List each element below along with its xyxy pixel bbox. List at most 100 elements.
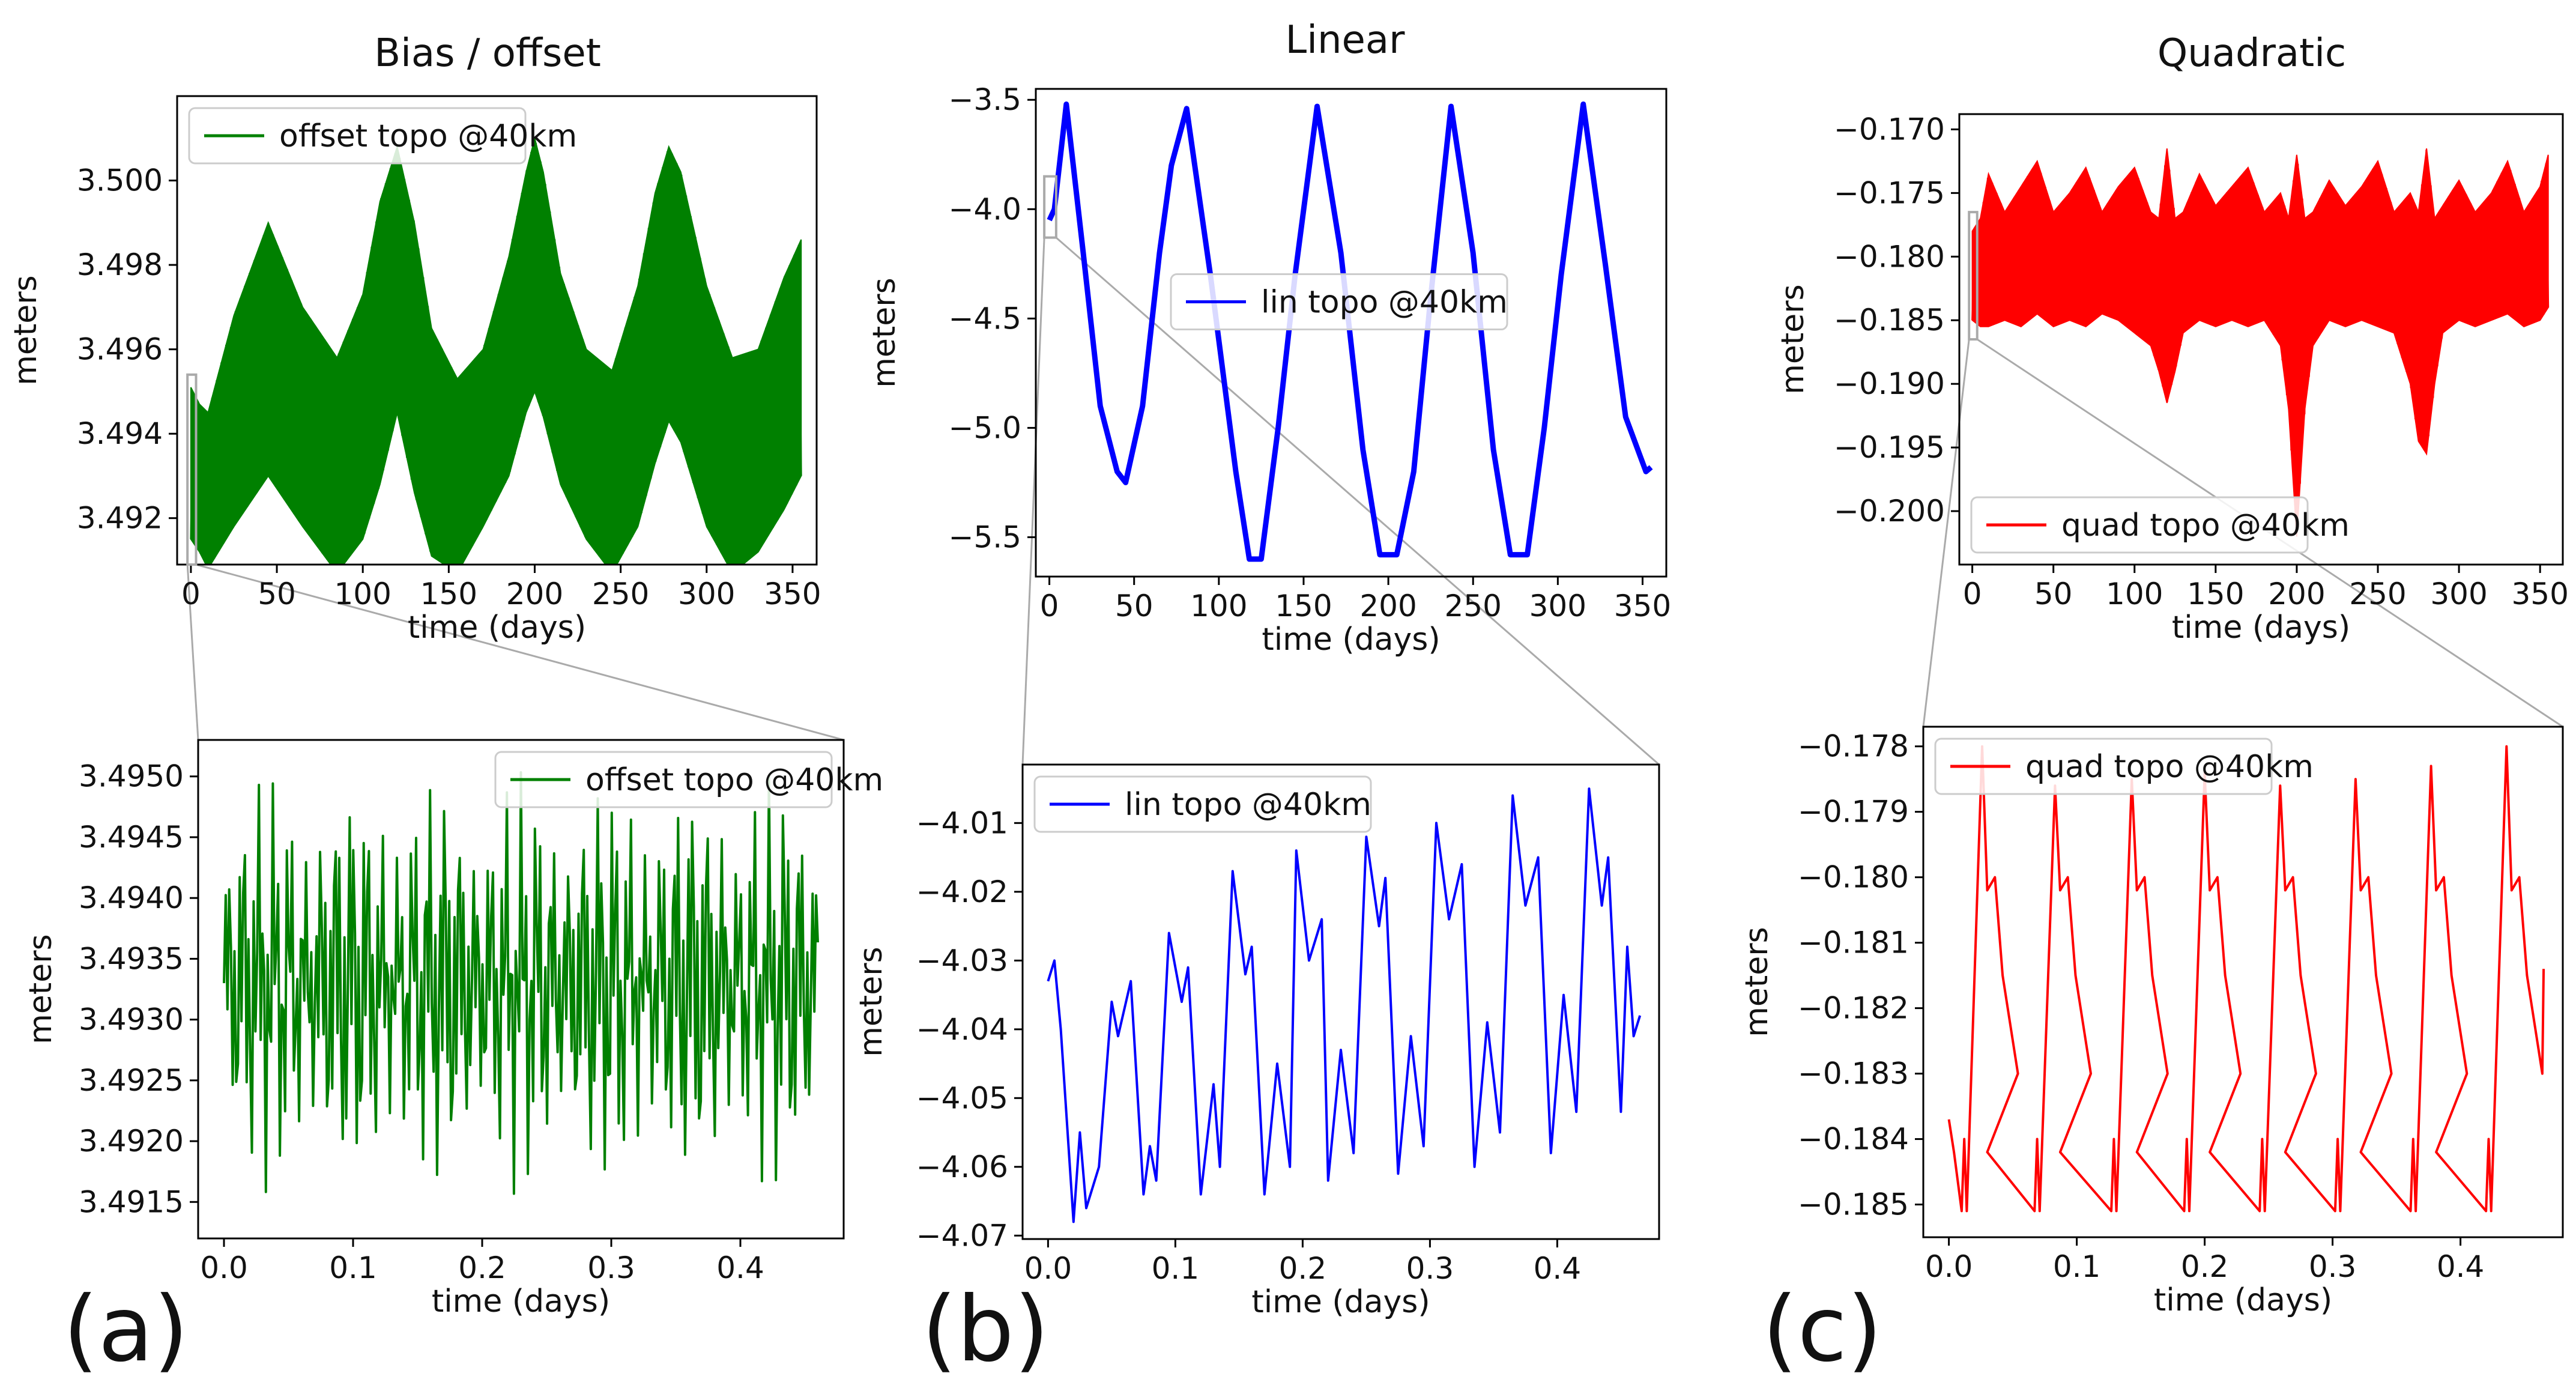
x-tick-label: 0.4 xyxy=(716,1250,764,1285)
legend-label: lin topo @40km xyxy=(1125,787,1371,823)
y-tick-label: −0.190 xyxy=(1834,366,1945,401)
y-tick-label: 3.4950 xyxy=(79,759,184,794)
x-axis-label: time (days) xyxy=(432,1283,610,1320)
legend-box xyxy=(1170,273,1508,331)
legend: quad topo @40km xyxy=(1934,738,2314,795)
y-tick-label: −0.170 xyxy=(1834,112,1945,147)
y-tick-label: −0.195 xyxy=(1834,430,1945,465)
x-tick-label: 0.1 xyxy=(329,1250,377,1285)
y-tick-label: 3.494 xyxy=(77,416,163,451)
x-tick-label: 300 xyxy=(1529,589,1586,623)
x-tick-label: 0.2 xyxy=(2181,1249,2229,1284)
x-axis-label: time (days) xyxy=(1251,1284,1430,1320)
chart-title-quadratic: Quadratic xyxy=(2157,31,2346,76)
series-line-offset_full xyxy=(190,143,802,565)
legend-label: quad topo @40km xyxy=(2061,508,2350,544)
chart-linear_full: 0 50 100 150 200 250 300 350 −3.5 −4.0 −4.5 −5.0 −5.… xyxy=(866,82,1671,658)
x-tick-label: 50 xyxy=(258,577,296,611)
legend-label: quad topo @40km xyxy=(2025,749,2314,785)
x-tick-label: 0.0 xyxy=(1024,1251,1072,1286)
x-tick-label: 0.3 xyxy=(1406,1251,1454,1286)
x-tick-label: 100 xyxy=(2106,577,2163,611)
plot-area xyxy=(1947,745,2545,1213)
legend: offset topo @40km xyxy=(188,107,577,165)
x-tick-label: 100 xyxy=(1190,589,1247,623)
x-tick-label: 0.0 xyxy=(200,1250,248,1285)
plot-area xyxy=(1971,148,2550,537)
x-tick-label: 0.2 xyxy=(1279,1251,1327,1286)
zoom-box xyxy=(1968,211,1979,341)
x-tick-label: 0.1 xyxy=(1152,1251,1200,1286)
x-tick-label: 0 xyxy=(181,577,201,611)
legend: offset topo @40km xyxy=(494,751,883,808)
zoom-connector-left xyxy=(186,564,199,741)
y-tick-label: 3.498 xyxy=(77,247,163,282)
legend: lin topo @40km xyxy=(1170,273,1508,331)
y-tick-label: −4.5 xyxy=(949,301,1021,336)
x-tick-label: 150 xyxy=(420,577,477,611)
x-tick-label: 200 xyxy=(2268,577,2325,611)
y-tick-label: −4.01 xyxy=(916,805,1008,840)
x-tick-label: 300 xyxy=(2430,577,2487,611)
y-axis-label: meters xyxy=(1775,284,1811,395)
y-tick-label: 3.4930 xyxy=(79,1002,184,1037)
x-tick-label: 150 xyxy=(2187,577,2244,611)
panel-label-b: (b) xyxy=(922,1277,1049,1382)
x-tick-label: 350 xyxy=(2511,577,2568,611)
x-tick-label: 200 xyxy=(1359,589,1416,623)
x-tick-label: 350 xyxy=(1614,589,1671,623)
y-tick-label: −4.0 xyxy=(949,192,1021,226)
y-tick-label: −0.175 xyxy=(1834,175,1945,210)
y-tick-label: −0.179 xyxy=(1798,795,1909,829)
x-tick-label: 0.2 xyxy=(458,1250,506,1285)
x-tick-label: 250 xyxy=(1445,589,1502,623)
x-tick-label: 0.4 xyxy=(1534,1251,1582,1286)
y-axis-label: meters xyxy=(1739,927,1775,1037)
series-line-quad_zoom xyxy=(1947,745,2545,1213)
panel-label-a: (a) xyxy=(63,1277,189,1382)
y-tick-label: −5.5 xyxy=(949,520,1021,554)
y-tick-label: −0.182 xyxy=(1798,991,1909,1026)
series-line-linear_full xyxy=(1047,102,1653,562)
axes-frame-linear_full xyxy=(1035,88,1667,578)
series-line-offset_zoom xyxy=(223,771,819,1195)
x-tick-label: 200 xyxy=(506,577,563,611)
y-tick-label: −0.184 xyxy=(1798,1122,1909,1157)
legend-box xyxy=(1033,775,1372,833)
y-tick-label: −3.5 xyxy=(949,82,1021,117)
y-axis-label: meters xyxy=(8,275,44,386)
x-tick-label: 0.3 xyxy=(2309,1249,2357,1284)
zoom-connector-right xyxy=(196,563,844,741)
panel-label-c: (c) xyxy=(1762,1277,1882,1382)
series-line-quad_full xyxy=(1971,150,2550,520)
chart-title-offset: Bias / offset xyxy=(374,31,601,76)
x-tick-label: 250 xyxy=(592,577,649,611)
x-axis-label: time (days) xyxy=(408,610,586,646)
legend-box xyxy=(1934,738,2273,795)
x-tick-label: 250 xyxy=(2349,577,2406,611)
legend-box xyxy=(1970,496,2309,554)
zoom-connector-left xyxy=(1021,237,1045,765)
y-tick-label: −4.04 xyxy=(916,1012,1008,1047)
y-tick-label: −0.200 xyxy=(1834,494,1945,529)
x-tick-label: 50 xyxy=(2034,577,2073,611)
plot-area xyxy=(1047,102,1653,562)
axes-frame-offset_full xyxy=(176,95,818,566)
y-tick-label: −0.178 xyxy=(1798,729,1909,764)
chart-quad_zoom: 0.0 0.1 0.2 0.3 0.4 −0.178 −0.179 −0.180 −0.181 −… xyxy=(1739,726,2564,1318)
y-tick-label: 3.500 xyxy=(77,163,163,198)
y-tick-label: −0.181 xyxy=(1798,926,1909,960)
chart-title-linear: Linear xyxy=(1286,18,1406,62)
legend-box xyxy=(494,751,833,808)
plot-area xyxy=(190,138,802,565)
chart-offset_zoom: 0.0 0.1 0.2 0.3 0.4 3.4915 3.4920 3.4925 3.4930 3… xyxy=(23,739,883,1320)
legend-box xyxy=(188,107,527,165)
zoom-connector-left xyxy=(1922,339,1970,727)
zoom-box xyxy=(1043,175,1057,239)
legend-label: offset topo @40km xyxy=(279,118,577,154)
y-tick-label: 3.4915 xyxy=(79,1184,184,1219)
legend-label: offset topo @40km xyxy=(585,762,883,798)
x-tick-label: 0 xyxy=(1963,577,1982,611)
y-tick-label: −5.0 xyxy=(949,410,1021,445)
y-tick-label: −4.05 xyxy=(916,1080,1008,1115)
